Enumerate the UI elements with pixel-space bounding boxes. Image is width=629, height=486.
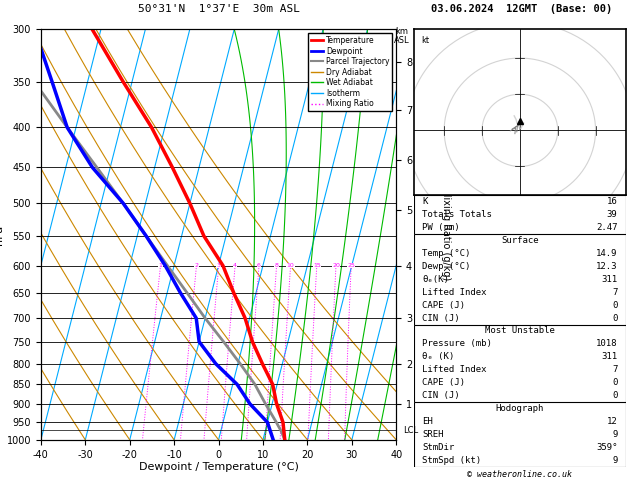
Text: 7: 7 xyxy=(612,288,618,297)
Text: StmSpd (kt): StmSpd (kt) xyxy=(422,455,481,465)
Text: 03.06.2024  12GMT  (Base: 00): 03.06.2024 12GMT (Base: 00) xyxy=(431,4,613,14)
Text: θₑ(K): θₑ(K) xyxy=(422,275,449,284)
Text: 7: 7 xyxy=(612,365,618,374)
Text: © weatheronline.co.uk: © weatheronline.co.uk xyxy=(467,470,572,479)
Y-axis label: Mixing Ratio (g/kg): Mixing Ratio (g/kg) xyxy=(441,189,451,280)
Text: 2: 2 xyxy=(194,263,199,268)
Text: 10: 10 xyxy=(287,263,294,268)
Text: PW (cm): PW (cm) xyxy=(422,223,460,232)
Text: 6: 6 xyxy=(257,263,261,268)
Text: 0: 0 xyxy=(612,391,618,400)
Text: Totals Totals: Totals Totals xyxy=(422,210,493,219)
Text: Dewp (°C): Dewp (°C) xyxy=(422,262,470,271)
Text: 4: 4 xyxy=(233,263,237,268)
Text: K: K xyxy=(422,197,428,207)
Text: 9: 9 xyxy=(612,430,618,439)
Text: 311: 311 xyxy=(601,352,618,361)
Text: 39: 39 xyxy=(606,210,618,219)
Text: LCL: LCL xyxy=(403,426,418,434)
Text: 20: 20 xyxy=(332,263,340,268)
Text: 14.9: 14.9 xyxy=(596,249,618,258)
Text: 12.3: 12.3 xyxy=(596,262,618,271)
Text: Pressure (mb): Pressure (mb) xyxy=(422,339,493,348)
Text: 311: 311 xyxy=(601,275,618,284)
Text: 25: 25 xyxy=(347,263,355,268)
Text: 16: 16 xyxy=(606,197,618,207)
Text: Surface: Surface xyxy=(501,236,538,245)
Text: Lifted Index: Lifted Index xyxy=(422,365,487,374)
Text: 0: 0 xyxy=(612,301,618,310)
Text: 8: 8 xyxy=(275,263,279,268)
Text: 1018: 1018 xyxy=(596,339,618,348)
Text: EH: EH xyxy=(422,417,433,426)
Text: 0: 0 xyxy=(612,313,618,323)
Text: km
ASL: km ASL xyxy=(394,27,409,45)
Text: Hodograph: Hodograph xyxy=(496,404,544,413)
Text: 359°: 359° xyxy=(596,443,618,451)
Text: CIN (J): CIN (J) xyxy=(422,391,460,400)
Text: CIN (J): CIN (J) xyxy=(422,313,460,323)
Text: CAPE (J): CAPE (J) xyxy=(422,301,465,310)
Text: SREH: SREH xyxy=(422,430,444,439)
Text: Lifted Index: Lifted Index xyxy=(422,288,487,297)
Text: 3: 3 xyxy=(217,263,221,268)
Text: 0: 0 xyxy=(612,378,618,387)
Legend: Temperature, Dewpoint, Parcel Trajectory, Dry Adiabat, Wet Adiabat, Isotherm, Mi: Temperature, Dewpoint, Parcel Trajectory… xyxy=(308,33,392,111)
Text: Temp (°C): Temp (°C) xyxy=(422,249,470,258)
Text: 9: 9 xyxy=(612,455,618,465)
Text: 2.47: 2.47 xyxy=(596,223,618,232)
Text: 50°31'N  1°37'E  30m ASL: 50°31'N 1°37'E 30m ASL xyxy=(138,4,299,14)
Text: 12: 12 xyxy=(606,417,618,426)
Text: Most Unstable: Most Unstable xyxy=(485,327,555,335)
Text: CAPE (J): CAPE (J) xyxy=(422,378,465,387)
Text: 1: 1 xyxy=(159,263,162,268)
Text: StmDir: StmDir xyxy=(422,443,455,451)
Text: kt: kt xyxy=(421,36,430,45)
Y-axis label: hPa: hPa xyxy=(0,225,4,244)
X-axis label: Dewpoint / Temperature (°C): Dewpoint / Temperature (°C) xyxy=(138,462,299,472)
Text: 15: 15 xyxy=(313,263,321,268)
Text: θₑ (K): θₑ (K) xyxy=(422,352,455,361)
